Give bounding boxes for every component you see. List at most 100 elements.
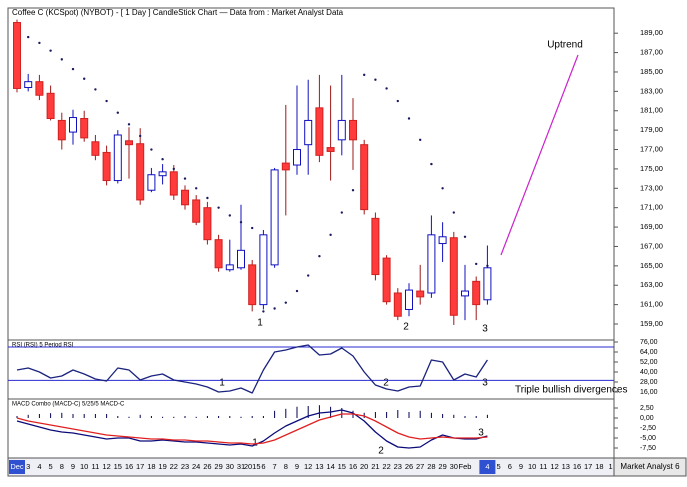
candle-body (461, 290, 469, 297)
y-tick-label: -7,50 (640, 445, 656, 452)
x-tick-label: 11 (540, 462, 548, 471)
candle-body (427, 234, 436, 294)
candle-body (237, 249, 245, 269)
sar-dot (228, 214, 231, 217)
y-tick-label: 165,00 (640, 261, 663, 270)
sar-dot (217, 206, 220, 209)
series-line (16, 409, 488, 449)
candle-body (304, 119, 313, 146)
x-tick-label: 9 (295, 462, 299, 471)
x-tick-label: 24 (192, 462, 200, 471)
sar-dot (307, 274, 310, 277)
sar-dot (407, 117, 411, 120)
y-tick-label: 2,50 (640, 405, 654, 412)
y-tick-label: 177,00 (640, 145, 663, 154)
x-tick-label: 5 (49, 462, 53, 471)
y-tick-label: 0,00 (640, 415, 654, 422)
x-tick-label: 16 (349, 462, 357, 471)
sar-dot (385, 87, 388, 90)
sar-dot (284, 301, 287, 304)
x-tick-label: 23 (181, 462, 189, 471)
x-tick-label: 20 (360, 462, 368, 471)
y-tick-label: 76,00 (640, 339, 658, 346)
x-tick-label: 27 (416, 462, 424, 471)
sar-dot (486, 264, 489, 268)
sar-dot (139, 134, 142, 138)
sar-dot (83, 77, 86, 80)
candle-body (360, 144, 369, 211)
sar-dot (127, 123, 131, 126)
y-tick-label: 179,00 (640, 125, 663, 134)
sar-dot (452, 211, 455, 214)
candle-body (281, 162, 290, 171)
candle-body (270, 169, 279, 266)
macd-title: MACD Combo (MACD-C) 5/25/5 MACD-C (12, 402, 125, 408)
x-tick-label: 30 (226, 462, 234, 471)
x-tick-label: 18 (595, 462, 603, 471)
y-tick-label: 169,00 (640, 222, 663, 231)
y-tick-label: 181,00 (640, 106, 663, 115)
y-tick-label: 28,00 (640, 379, 658, 386)
candle-body (259, 234, 268, 306)
sar-dot (441, 187, 444, 190)
x-tick-label: 12 (550, 462, 558, 471)
sar-dot (172, 167, 175, 171)
candle-body (349, 119, 357, 141)
x-tick-label: 22 (382, 462, 390, 471)
candle-body (416, 290, 425, 298)
candle-body (393, 292, 402, 317)
sar-dot (262, 310, 265, 313)
x-tick-label: 30 (450, 462, 458, 471)
x-tick-label: 2015 (244, 462, 261, 471)
x-tick-label: 7 (273, 462, 277, 471)
x-tick-label: 5 (497, 462, 501, 471)
x-tick-label: Dec (10, 462, 24, 471)
x-tick-label: 23 (394, 462, 402, 471)
annotation: Triple bullish divergences (515, 385, 627, 396)
sar-dot (183, 177, 187, 180)
x-tick-label: 16 (125, 462, 133, 471)
x-tick-label: 6 (508, 462, 512, 471)
sar-dot (419, 138, 422, 142)
candle-body (80, 118, 89, 139)
footer-box (613, 457, 687, 477)
candle-body (248, 264, 257, 306)
x-tick-label: 13 (562, 462, 570, 471)
x-tick-label: 22 (170, 462, 178, 471)
y-tick-label: 189,00 (640, 28, 663, 37)
y-tick-label: 16,00 (640, 389, 658, 396)
x-tick-label: 12 (304, 462, 312, 471)
sar-dot (251, 226, 254, 230)
candle-body (69, 117, 77, 133)
candle-body (371, 217, 380, 276)
x-tick-label: 6 (261, 462, 265, 471)
footer: Market Analyst 6 (620, 462, 680, 471)
uptrend-arrow (500, 54, 579, 256)
x-tick-label: 1 (609, 462, 613, 471)
y-tick-label: 40,00 (640, 369, 658, 376)
sar-dot (363, 73, 366, 77)
candle-body (214, 239, 223, 269)
x-tick-label: 29 (214, 462, 222, 471)
x-tick-label: 8 (284, 462, 288, 471)
category-highlight (9, 460, 25, 474)
y-tick-label: 171,00 (640, 203, 663, 212)
y-tick-label: 52,00 (640, 359, 658, 366)
sar-dot (38, 41, 41, 45)
x-tick-label: 8 (60, 462, 64, 471)
sar-dot (94, 88, 97, 91)
candle-body (382, 257, 391, 303)
candle-body (181, 189, 189, 206)
sar-dot (195, 187, 198, 190)
sar-dot (329, 233, 332, 237)
x-tick-label: 26 (405, 462, 413, 471)
y-tick-label: 64,00 (640, 349, 658, 356)
x-tick-label: 4 (37, 462, 41, 471)
annotation: 2 (403, 322, 409, 333)
candle-body (438, 236, 447, 245)
x-tick-label: 26 (203, 462, 211, 471)
candle-body (113, 134, 122, 182)
sar-dot (463, 235, 467, 238)
sar-dot (430, 162, 433, 166)
candle-body (203, 207, 212, 241)
